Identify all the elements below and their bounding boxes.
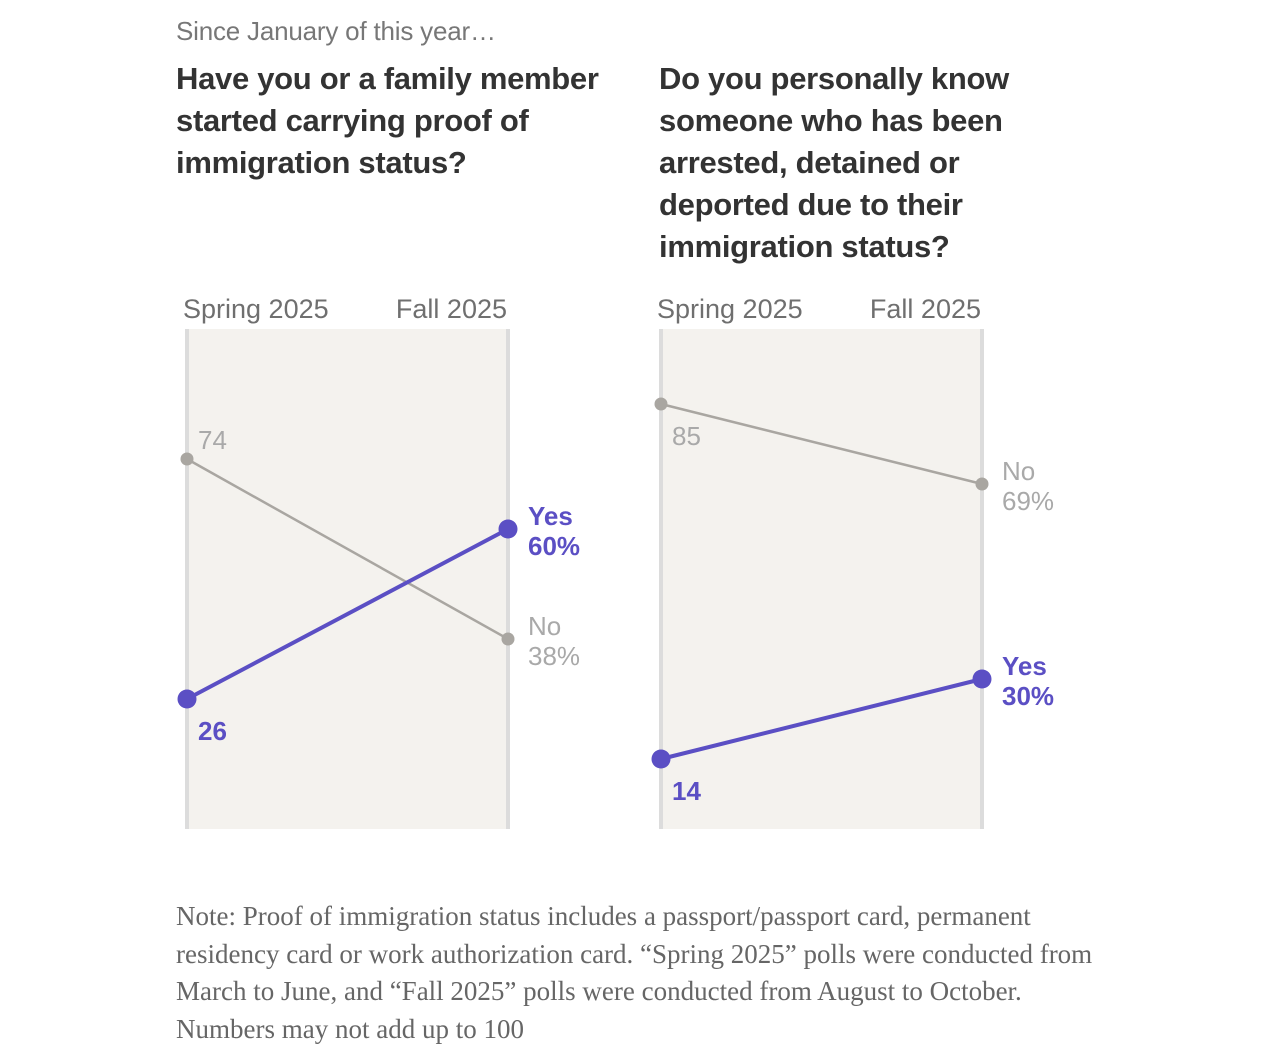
series-label-no: No xyxy=(1002,456,1035,486)
data-point-yes-fall xyxy=(972,669,992,689)
series-line-yes xyxy=(185,527,510,701)
series-line-yes xyxy=(659,677,984,761)
data-label-yes-fall: 30% xyxy=(1002,681,1054,711)
footnote: Note: Proof of immigration status includ… xyxy=(176,901,1093,1044)
x-tick-label: Spring 2025 xyxy=(183,294,329,324)
data-point-no-spring xyxy=(180,452,194,466)
data-label-yes-spring: 26 xyxy=(198,716,227,746)
chart-title-proof-of-status: Have you or a family member started carr… xyxy=(176,61,599,180)
data-point-no-fall xyxy=(975,477,989,491)
data-label-no-spring: 74 xyxy=(198,425,227,455)
x-tick-label: Fall 2025 xyxy=(396,294,507,324)
series-label-yes: Yes xyxy=(1002,651,1047,681)
chart-kicker: Since January of this year… xyxy=(176,16,496,46)
x-tick-label: Spring 2025 xyxy=(657,294,803,324)
data-point-no-spring xyxy=(654,397,668,411)
data-point-no-fall xyxy=(501,632,515,646)
data-label-yes-fall: 60% xyxy=(528,531,580,561)
data-point-yes-spring xyxy=(651,749,671,769)
series-line-no xyxy=(659,402,984,486)
data-point-yes-fall xyxy=(498,519,518,539)
data-label-no-spring: 85 xyxy=(672,421,701,451)
plot-band xyxy=(661,329,982,829)
data-label-no-fall: 38% xyxy=(528,641,580,671)
series-label-no: No xyxy=(528,611,561,641)
data-label-no-fall: 69% xyxy=(1002,486,1054,516)
x-tick-label: Fall 2025 xyxy=(870,294,981,324)
series-line-no xyxy=(185,457,510,641)
series-label-yes: Yes xyxy=(528,501,573,531)
data-point-yes-spring xyxy=(177,689,197,709)
chart-title-know-someone-arrested: Do you personally know someone who has b… xyxy=(659,61,1009,264)
data-label-yes-spring: 14 xyxy=(672,776,701,806)
plot-band xyxy=(187,329,508,829)
